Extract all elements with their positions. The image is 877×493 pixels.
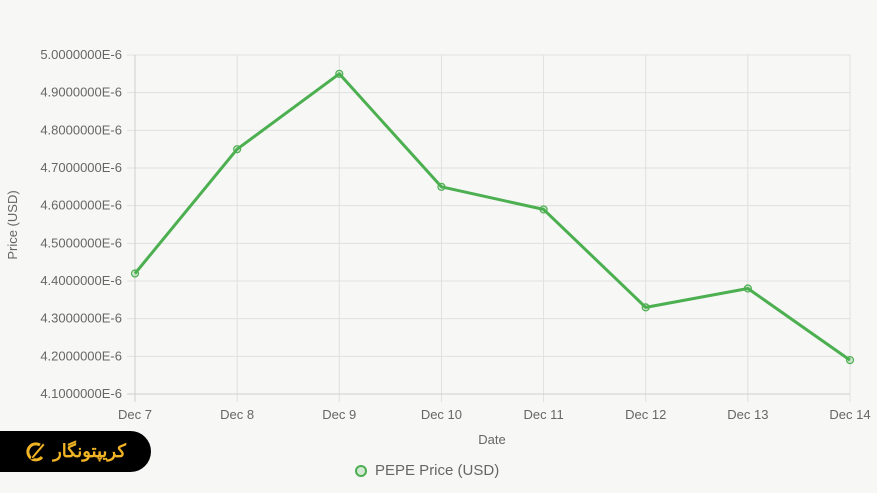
x-tick-label: Dec 8 (220, 407, 254, 422)
data-point[interactable] (845, 356, 855, 365)
data-points (130, 69, 855, 365)
data-point[interactable] (641, 303, 650, 312)
y-tick-label: 4.2000000E-6 (40, 348, 122, 363)
data-point[interactable] (743, 284, 752, 293)
x-axis-ticks: Dec 7 Dec 8 Dec 9 Dec 10 Dec 11 Dec 12 Dec 13 D… (118, 407, 871, 422)
pen-icon (26, 441, 46, 461)
x-tick-label: Dec 11 (523, 407, 563, 422)
chart-grid (127, 54, 851, 402)
y-axis-ticks: 5.0000000E-6 4.9000000E-6 4.8000000E-6 4.70… (40, 47, 122, 401)
x-axis-title: Date (478, 432, 505, 447)
y-tick-label: 4.1000000E-6 (40, 386, 122, 401)
data-point[interactable] (437, 182, 446, 191)
y-tick-label: 4.4000000E-6 (40, 273, 122, 288)
y-tick-label: 4.8000000E-6 (40, 122, 122, 137)
y-tick-label: 5.0000000E-6 (40, 47, 122, 62)
legend-label: PEPE Price (USD) (375, 462, 500, 479)
x-tick-label: Dec 14 (829, 407, 870, 422)
price-line (133, 72, 851, 362)
y-tick-label: 4.7000000E-6 (40, 160, 122, 175)
x-tick-label: Dec 10 (421, 407, 462, 422)
y-tick-label: 4.9000000E-6 (40, 85, 122, 100)
x-tick-label: Dec 9 (322, 407, 356, 422)
data-point[interactable] (233, 145, 242, 154)
x-tick-label: Dec 12 (625, 407, 666, 422)
y-tick-label: 4.5000000E-6 (40, 235, 122, 250)
brand-logo-badge: کریپتونگار (0, 431, 151, 472)
legend-circle-icon (355, 464, 367, 477)
x-tick-label: Dec 7 (118, 407, 152, 422)
data-point[interactable] (130, 269, 140, 278)
y-tick-label: 4.6000000E-6 (40, 198, 122, 213)
y-axis-title: Price (USD) (5, 190, 20, 259)
y-tick-label: 4.3000000E-6 (40, 311, 122, 326)
brand-name: کریپتونگار (53, 441, 126, 461)
x-tick-label: Dec 13 (727, 407, 768, 422)
chart-legend[interactable]: PEPE Price (USD) (355, 462, 499, 479)
data-point[interactable] (539, 205, 548, 214)
data-point[interactable] (335, 69, 344, 78)
